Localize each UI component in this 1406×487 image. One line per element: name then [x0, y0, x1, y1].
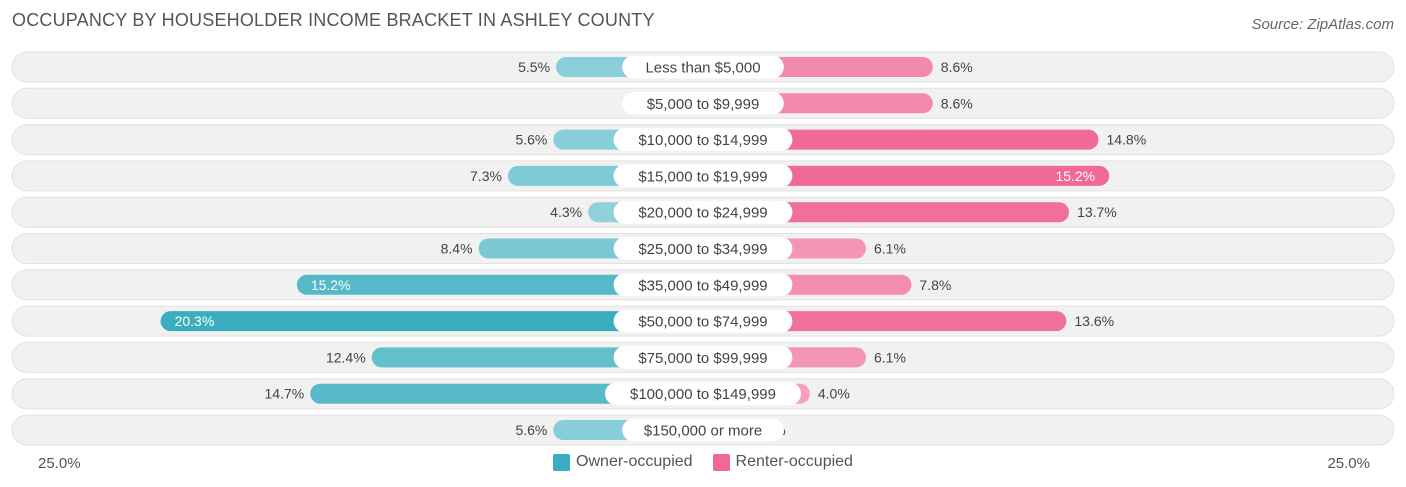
bar-owner — [160, 311, 704, 332]
legend: Owner-occupied Renter-occupied — [0, 453, 1406, 471]
category-pill — [622, 55, 784, 79]
axis-left-label: 25.0% — [38, 455, 81, 472]
bar-owner — [310, 383, 703, 404]
legend-item-renter: Renter-occupied — [712, 453, 853, 471]
chart-area: 5.5%8.6%Less than $5,0000.65%8.6%$5,000 … — [11, 51, 1395, 446]
axis-right-label: 25.0% — [1327, 455, 1370, 472]
category-pill — [622, 91, 784, 115]
chart-row: 7.3% 15.2% $15,000 to $19,999 — [11, 160, 1395, 192]
value-label-owner: 14.7% — [265, 386, 305, 402]
category-pill — [613, 237, 793, 260]
category-pill — [622, 418, 784, 442]
category-label: $10,000 to $14,999 — [638, 132, 767, 149]
category-pill — [613, 309, 793, 333]
category-label: $35,000 to $49,999 — [638, 277, 767, 294]
chart-source: Source: ZipAtlas.com — [1251, 16, 1394, 33]
bar-renter — [703, 129, 1099, 150]
value-label-owner: 8.4% — [441, 241, 473, 257]
bar-renter — [703, 165, 1110, 186]
category-pill — [605, 382, 801, 406]
value-label-owner: 20.3% — [175, 313, 215, 329]
chart-row: 5.6% 14.8% $10,000 to $14,999 — [11, 124, 1395, 156]
chart-title: OCCUPANCY BY HOUSEHOLDER INCOME BRACKET … — [12, 10, 655, 30]
chart-row: 8.4% 6.1% $25,000 to $34,999 — [11, 233, 1395, 264]
legend-label-renter: Renter-occupied — [735, 453, 853, 470]
chart-row: 14.7% 4.0% $100,000 to $149,999 — [11, 378, 1395, 410]
category-label: $20,000 to $24,999 — [638, 205, 767, 222]
chart-row: 15.2% 7.8% $35,000 to $49,999 — [11, 269, 1395, 301]
legend-item-owner: Owner-occupied — [553, 453, 693, 471]
legend-label-owner: Owner-occupied — [576, 453, 693, 470]
category-label: $5,000 to $9,999 — [647, 96, 760, 113]
value-label-owner: 5.5% — [518, 59, 550, 75]
value-label-renter: 4.0% — [818, 386, 850, 402]
category-pill — [613, 273, 793, 297]
value-label-renter: 8.6% — [941, 59, 973, 75]
value-label-renter: 7.8% — [919, 277, 951, 293]
chart-row: 5.5% 8.6% Less than $5,000 — [11, 51, 1395, 83]
value-label-owner: 7.3% — [470, 168, 502, 184]
category-pill — [613, 345, 793, 369]
legend-swatch-owner — [553, 453, 571, 471]
value-label-owner: 4.3% — [550, 204, 582, 220]
bar-renter — [703, 311, 1067, 332]
category-pill — [613, 164, 793, 188]
bar-owner — [296, 274, 703, 295]
chart-row: 20.3% 13.6% $50,000 to $74,999 — [11, 305, 1395, 337]
bar-renter — [703, 202, 1070, 223]
value-label-owner: 15.2% — [311, 277, 351, 293]
value-label-owner: 12.4% — [326, 349, 366, 365]
value-label-renter: 6.1% — [874, 349, 906, 365]
category-label: $75,000 to $99,999 — [638, 350, 767, 367]
category-label: $150,000 or more — [644, 423, 762, 440]
value-label-owner: 5.6% — [515, 422, 547, 438]
value-label-owner: 5.6% — [515, 132, 547, 148]
value-label-renter: 15.2% — [1055, 168, 1095, 184]
value-label-renter: 13.7% — [1077, 204, 1117, 220]
category-label: $100,000 to $149,999 — [630, 386, 776, 403]
category-label: $15,000 to $19,999 — [638, 168, 767, 185]
category-pill — [613, 128, 793, 152]
value-label-renter: 8.6% — [941, 95, 973, 111]
chart-row: 12.4% 6.1% $75,000 to $99,999 — [11, 341, 1395, 373]
legend-swatch-renter — [712, 453, 730, 471]
value-label-renter: 13.6% — [1074, 313, 1114, 329]
category-pill — [613, 200, 793, 224]
category-label: $50,000 to $74,999 — [638, 314, 767, 331]
chart-row: 0.65%8.6%$5,000 to $9,999 — [11, 87, 1395, 119]
value-label-renter: 14.8% — [1106, 132, 1146, 148]
chart-row: 4.3% 13.7% $20,000 to $24,999 — [11, 196, 1395, 228]
category-label: Less than $5,000 — [645, 60, 760, 77]
chart-row: 5.6%1.6%$150,000 or more — [11, 414, 1395, 446]
value-label-renter: 6.1% — [874, 241, 906, 257]
category-label: $25,000 to $34,999 — [638, 241, 767, 258]
